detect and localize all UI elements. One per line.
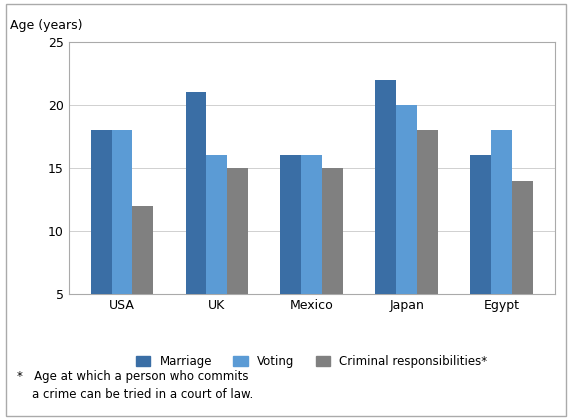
Bar xyxy=(185,92,206,357)
Bar xyxy=(206,155,227,357)
Bar xyxy=(322,168,343,357)
Bar xyxy=(417,130,438,357)
Bar xyxy=(227,168,248,357)
Text: *   Age at which a person who commits
    a crime can be tried in a court of law: * Age at which a person who commits a cr… xyxy=(17,370,253,401)
Bar xyxy=(301,155,322,357)
Bar xyxy=(512,181,533,357)
Bar xyxy=(112,130,133,357)
Bar xyxy=(133,206,153,357)
Bar xyxy=(91,130,112,357)
Bar xyxy=(470,155,491,357)
Bar xyxy=(375,80,396,357)
Legend: Marriage, Voting, Criminal responsibilities*: Marriage, Voting, Criminal responsibilit… xyxy=(132,350,492,373)
Bar xyxy=(491,130,512,357)
Text: Age (years): Age (years) xyxy=(10,19,83,32)
Bar xyxy=(396,105,417,357)
Bar xyxy=(280,155,301,357)
